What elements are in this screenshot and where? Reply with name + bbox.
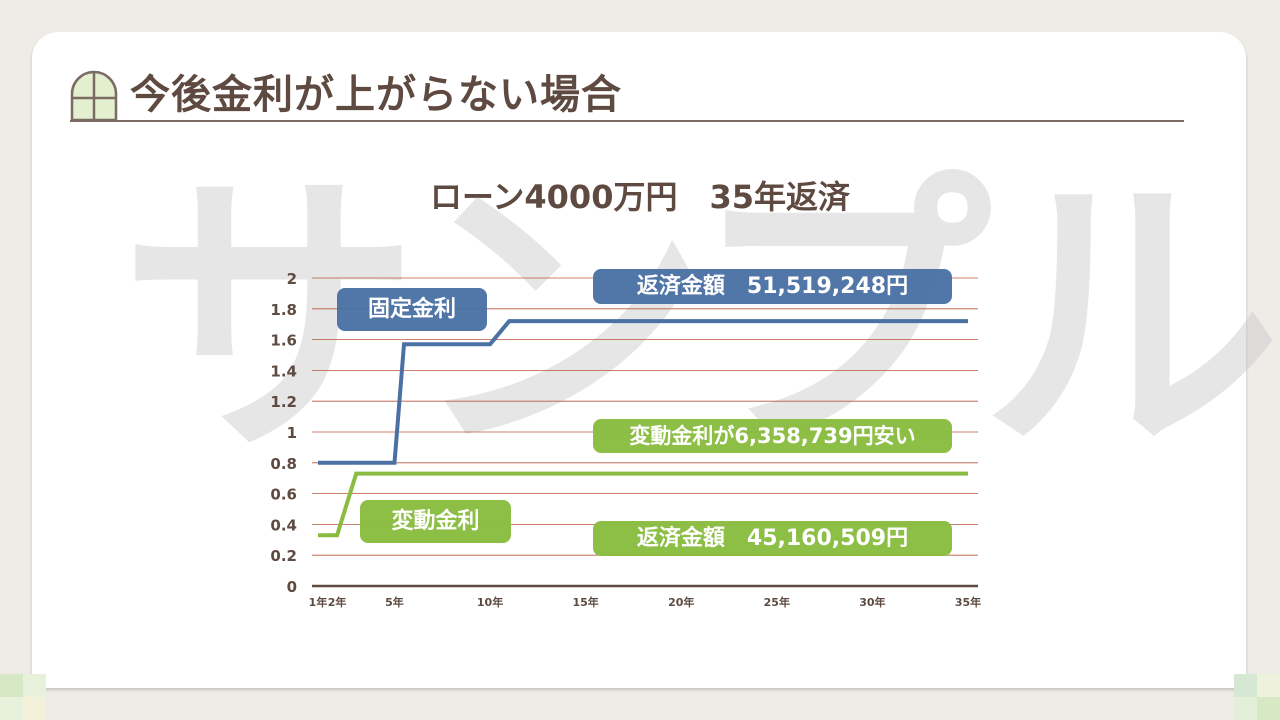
y-tick-label: 1.2 — [270, 393, 297, 411]
x-tick-label: 1年 — [309, 595, 328, 609]
fixed-rate-label: 固定金利 — [337, 288, 487, 331]
x-tick-label: 35年 — [955, 595, 981, 609]
page-title: 今後金利が上がらない場合 — [130, 72, 622, 118]
y-tick-label: 1.4 — [270, 362, 297, 380]
chart-title: ローン4000万円 35年返済 — [430, 178, 850, 216]
x-tick-label: 2年 — [328, 595, 347, 609]
corner-pattern-right — [1234, 674, 1280, 720]
window-icon — [70, 70, 118, 122]
x-tick-label: 10年 — [477, 595, 503, 609]
difference-label: 変動金利が6,358,739円安い — [593, 419, 952, 453]
title-divider — [70, 120, 1184, 122]
slide-card — [32, 32, 1246, 688]
x-tick-label: 15年 — [572, 595, 598, 609]
series-line-fixed-rate — [318, 319, 968, 465]
y-tick-label: 0 — [287, 578, 297, 596]
y-tick-label: 1 — [287, 424, 297, 442]
y-tick-label: 0.4 — [270, 516, 297, 534]
x-tick-label: 30年 — [859, 595, 885, 609]
x-tick-label: 20年 — [668, 595, 694, 609]
x-tick-label: 25年 — [764, 595, 790, 609]
y-tick-label: 1.8 — [270, 301, 297, 319]
variable-rate-label: 変動金利 — [360, 500, 511, 543]
series-line-variable-rate — [318, 471, 968, 538]
y-tick-label: 0.2 — [270, 547, 297, 565]
x-tick-label: 5年 — [385, 595, 404, 609]
fixed-total-label: 返済金額 51,519,248円 — [593, 269, 952, 304]
variable-total-label: 返済金額 45,160,509円 — [593, 521, 952, 556]
y-tick-label: 1.6 — [270, 332, 297, 350]
corner-pattern-left — [0, 674, 46, 720]
y-tick-label: 2 — [287, 270, 297, 288]
y-tick-label: 0.6 — [270, 486, 297, 504]
y-tick-label: 0.8 — [270, 455, 297, 473]
